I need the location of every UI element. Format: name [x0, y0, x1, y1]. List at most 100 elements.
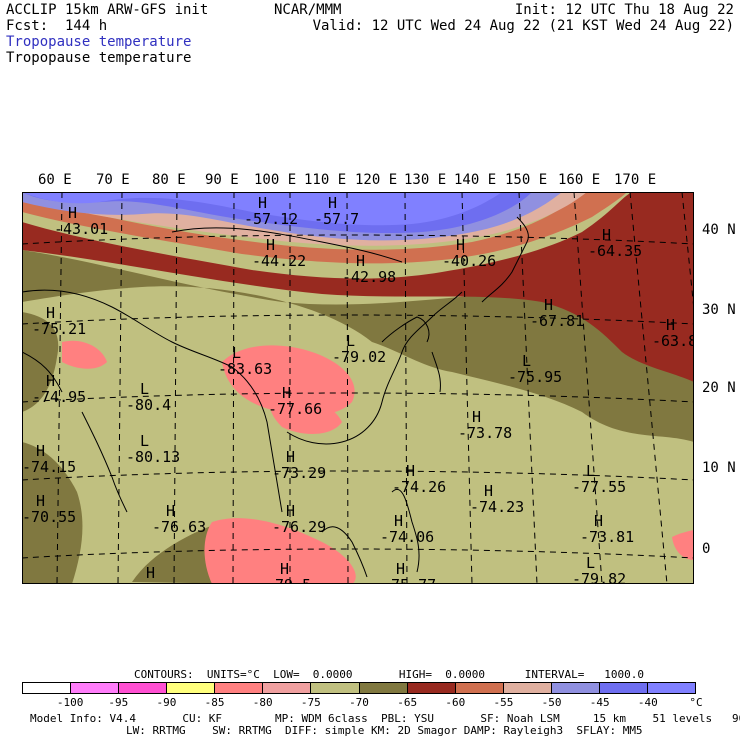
extremum-type: L	[346, 332, 355, 350]
extremum-value: -57.12	[244, 210, 298, 228]
extremum-marker: L-75.95	[508, 352, 562, 386]
extremum-type: H	[36, 492, 45, 510]
field-cold-pool-far-east	[672, 530, 694, 560]
extremum-type: L	[586, 462, 595, 480]
extremum-marker: H-63.8	[652, 316, 694, 350]
color-bar-tick-label: -75	[300, 696, 321, 709]
extremum-value: -43.01	[54, 220, 108, 238]
color-bar-segment	[23, 683, 72, 693]
extremum-type: H	[68, 204, 77, 222]
color-bar-segment	[599, 683, 649, 693]
color-bar	[22, 682, 696, 694]
extremum-value: -79.82	[572, 570, 626, 584]
extremum-type: L	[522, 352, 531, 370]
extremum-marker: H-44.22	[252, 236, 306, 270]
extremum-marker: H-40.26	[442, 236, 496, 270]
extremum-type: L	[140, 432, 149, 450]
extremum-value: -73.76	[132, 580, 186, 584]
field-cold-pool-tibet	[222, 345, 355, 415]
valid-time: Valid: 12 UTC Wed 24 Aug 22 (21 KST Wed …	[312, 18, 734, 34]
color-bar-segment	[215, 683, 264, 693]
latitude-label: 0	[702, 541, 711, 557]
color-bar-tick-label: -65	[397, 696, 418, 709]
extremum-marker: H-73.76	[132, 564, 186, 584]
longitude-label: 170 E	[614, 172, 657, 188]
tropopause-temperature-map: H-43.01H-57.12H-57.7H-44.22 H-42.98H-40.2…	[22, 192, 694, 584]
model-info-line2: LW: RRTMG SW: RRTMG DIFF: simple KM: 2D …	[126, 724, 643, 737]
latitude-label: 20 N	[702, 380, 736, 396]
extremum-value: -79.5	[266, 576, 311, 584]
longitude-label: 160 E	[558, 172, 601, 188]
color-bar-segment	[263, 683, 312, 693]
extremum-type: H	[544, 296, 553, 314]
color-bar-tick-label: -50	[541, 696, 562, 709]
extremum-marker: H-42.98	[342, 252, 396, 286]
longitude-label: 150 E	[505, 172, 548, 188]
extremum-value: -76.29	[272, 518, 326, 536]
extremum-value: -57.7	[314, 210, 359, 228]
color-bar-segment	[71, 683, 120, 693]
extremum-value: -76.63	[152, 518, 206, 536]
extremum-marker: L-83.63	[218, 344, 272, 378]
extremum-type: H	[266, 236, 275, 254]
extremum-value: -40.26	[442, 252, 496, 270]
color-bar-tick-label: -90	[156, 696, 177, 709]
field-cold-pool-south	[204, 518, 356, 584]
extremum-marker: H-74.23	[470, 482, 524, 516]
extremum-value: -73.78	[458, 424, 512, 442]
color-bar-tick-label: -60	[445, 696, 466, 709]
field-band-orange	[22, 192, 627, 264]
extremum-marker: H-70.55	[22, 492, 76, 526]
extremum-value: -74.15	[22, 458, 76, 476]
extremum-type: H	[282, 384, 291, 402]
extremum-type: H	[286, 448, 295, 466]
color-bar-segment	[648, 683, 696, 693]
extremum-marker: H-76.63	[152, 502, 206, 536]
color-bar-tick-label: -85	[204, 696, 225, 709]
extremum-value: -77.66	[268, 400, 322, 418]
extremum-value: -73.29	[272, 464, 326, 482]
color-bar-unit: °C	[689, 696, 703, 709]
extremum-value: -80.4	[126, 396, 171, 414]
extremum-marker: H-76.29	[272, 502, 326, 536]
extremum-marker: H-64.35	[588, 226, 642, 260]
extremum-type: H	[396, 560, 405, 578]
extremum-marker: H-74.15	[22, 442, 76, 476]
color-bar-tick-label: -80	[252, 696, 273, 709]
extremum-marker: H-75.21	[32, 304, 86, 338]
extremum-value: -64.35	[588, 242, 642, 260]
longitude-label: 80 E	[152, 172, 186, 188]
longitude-label: 70 E	[96, 172, 130, 188]
extremum-value: -75.21	[32, 320, 86, 338]
color-bar-segment	[311, 683, 360, 693]
field-title-shaded: Tropopause temperature	[6, 34, 192, 50]
extremum-type: L	[232, 344, 241, 362]
extremum-value: -77.55	[572, 478, 626, 496]
extremum-type: L	[140, 380, 149, 398]
extremum-marker: H-75.77	[382, 560, 436, 584]
latitude-label: 40 N	[702, 222, 736, 238]
field-title-contour: Tropopause temperature	[6, 50, 192, 66]
field-band-dark-olive-left	[22, 312, 59, 412]
extremum-type: H	[456, 236, 465, 254]
extremum-marker: L-77.55	[572, 462, 626, 496]
model-title: ACCLIP 15km ARW-GFS init	[6, 2, 209, 18]
extremum-value: -75.95	[508, 368, 562, 386]
extremum-value: -74.95	[32, 388, 86, 406]
extremum-value: -79.02	[332, 348, 386, 366]
longitude-label: 60 E	[38, 172, 72, 188]
extremum-type: H	[36, 442, 45, 460]
color-bar-tick-label: -55	[493, 696, 514, 709]
extremum-value: -83.63	[218, 360, 272, 378]
longitude-label: 100 E	[254, 172, 297, 188]
forecast-hour: Fcst: 144 h	[6, 18, 108, 34]
color-bar-segment	[455, 683, 504, 693]
extremum-type: H	[166, 502, 175, 520]
extremum-marker: H-73.81	[580, 512, 634, 546]
extremum-value: -80.13	[126, 448, 180, 466]
extremum-type: H	[146, 564, 155, 582]
longitude-label: 140 E	[454, 172, 497, 188]
extremum-type: H	[594, 512, 603, 530]
field-band-periwinkle	[22, 192, 502, 226]
color-bar-segment	[119, 683, 168, 693]
